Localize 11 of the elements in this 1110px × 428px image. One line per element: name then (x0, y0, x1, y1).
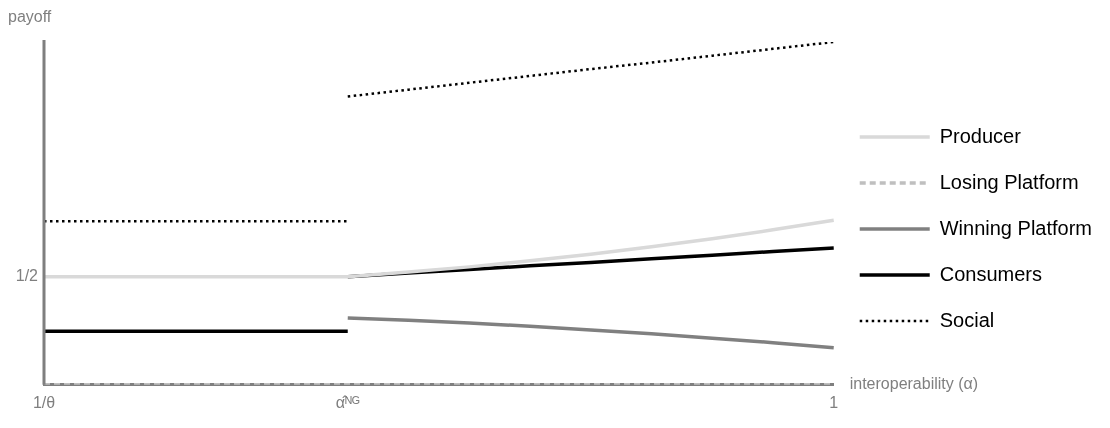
text: 1/2 (15, 267, 39, 285)
legend-label: Producer (939, 124, 1022, 147)
x-tick-label: α̂ᴺᴳ (335, 393, 360, 411)
legend-label: Social (939, 308, 995, 331)
legend-label: Winning Platform (939, 216, 1093, 239)
x-tick-label: 1 (829, 393, 839, 411)
legend-label: Losing Platform (939, 170, 1079, 193)
y-axis-title: payoff (8, 8, 52, 26)
x-tick-label: 1/θ (32, 393, 56, 411)
x-axis-title: interoperability (α) (849, 375, 979, 393)
legend-label: Consumers (939, 262, 1042, 285)
